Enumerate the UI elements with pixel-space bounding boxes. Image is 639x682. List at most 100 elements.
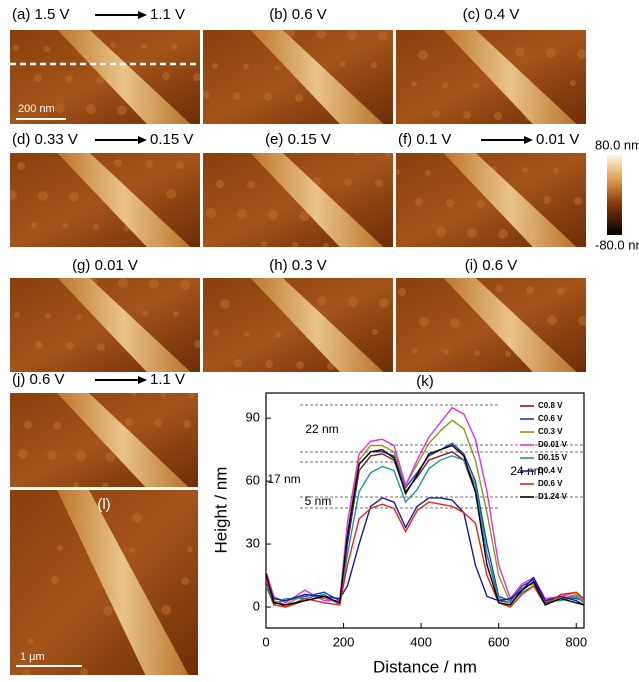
grain	[97, 343, 105, 351]
grain	[473, 83, 479, 89]
nanowire	[443, 153, 577, 247]
grain	[446, 199, 454, 207]
nanowire	[57, 490, 189, 675]
nanowire	[250, 278, 384, 372]
grain	[173, 311, 179, 317]
grain	[543, 196, 551, 204]
legend-label: D0.6 V	[538, 479, 563, 488]
grain	[261, 241, 267, 247]
grain	[93, 224, 99, 230]
nanowire	[57, 30, 191, 124]
legend-label: D0.4 V	[538, 466, 563, 475]
x-tick-label: 200	[333, 634, 355, 649]
grain	[411, 81, 417, 87]
grain	[45, 313, 51, 319]
grain	[118, 278, 128, 288]
x-tick-label: 400	[410, 634, 432, 649]
grain	[498, 229, 508, 239]
grain	[247, 181, 255, 189]
afm-image	[396, 30, 586, 124]
grain	[378, 31, 388, 41]
grain	[216, 180, 224, 188]
panel-label-to: 1.1 V	[150, 371, 185, 388]
afm-image	[10, 490, 198, 675]
panel-label: (c) 0.4 V	[463, 6, 520, 23]
grain	[105, 452, 115, 462]
series-line	[266, 444, 584, 606]
grain	[275, 332, 281, 338]
grain	[193, 73, 200, 81]
grain	[396, 169, 400, 175]
grain	[69, 192, 79, 202]
grain	[18, 449, 28, 459]
afm-image	[203, 278, 393, 372]
grain	[505, 351, 511, 357]
grain	[522, 167, 528, 173]
grain	[76, 314, 82, 320]
panel-label-to: 0.15 V	[150, 131, 193, 148]
grain	[129, 547, 135, 553]
grain	[110, 42, 116, 48]
grain	[38, 191, 48, 201]
colorbar-max: 80.0 nm	[595, 137, 639, 152]
grain	[96, 76, 104, 84]
grain	[415, 198, 423, 206]
x-tick-label: 0	[262, 634, 269, 649]
grain	[578, 316, 586, 326]
x-axis-label: Distance / nm	[373, 657, 477, 676]
panel-label: (a) 1.5 V	[12, 6, 70, 23]
nanowire	[57, 278, 191, 372]
panel-label: (f) 0.1 V	[398, 131, 451, 148]
grain	[412, 348, 418, 354]
grain	[348, 297, 358, 307]
series-line	[266, 419, 584, 606]
scale-bar-label: 200 nm	[18, 103, 55, 115]
grain	[86, 104, 96, 114]
grain	[145, 160, 153, 168]
afm-content	[10, 153, 200, 247]
grain	[62, 223, 68, 229]
grain	[375, 179, 383, 187]
series-line	[266, 406, 584, 604]
y-tick-label: 60	[246, 473, 260, 488]
grain	[76, 451, 86, 461]
afm-content	[396, 30, 586, 124]
grain	[117, 105, 127, 115]
arrow-head	[524, 136, 533, 144]
grain	[17, 162, 25, 170]
grain	[243, 64, 249, 70]
arrow-head	[138, 376, 147, 384]
grain	[323, 243, 329, 247]
panel-label: (d) 0.33 V	[12, 131, 78, 148]
grain	[515, 47, 525, 57]
x-tick-label: 600	[488, 634, 510, 649]
grain	[24, 421, 32, 429]
grain	[477, 200, 485, 208]
chart-title: (k)	[416, 373, 434, 390]
nanowire	[443, 30, 577, 124]
grain	[35, 341, 43, 349]
afm-content	[10, 278, 200, 372]
grain	[233, 92, 241, 100]
grain	[142, 310, 148, 316]
panel-label-to: 0.01 V	[536, 131, 579, 148]
legend-label: D0.01 V	[538, 440, 568, 449]
grain	[47, 450, 57, 460]
grain	[379, 298, 389, 308]
grain	[131, 393, 137, 396]
grain	[203, 91, 210, 99]
annotation: 5 nm	[305, 494, 332, 508]
grain	[114, 159, 122, 167]
grain	[22, 669, 30, 675]
grain	[295, 94, 303, 102]
nanowire	[250, 153, 384, 247]
y-tick-label: 90	[246, 410, 260, 425]
panel-l-label: (l)	[97, 496, 110, 513]
grain	[340, 61, 346, 67]
grain	[57, 545, 63, 551]
grain	[268, 210, 278, 220]
legend-label: D0.15 V	[538, 453, 568, 462]
grain	[467, 228, 477, 238]
grain	[28, 638, 34, 644]
